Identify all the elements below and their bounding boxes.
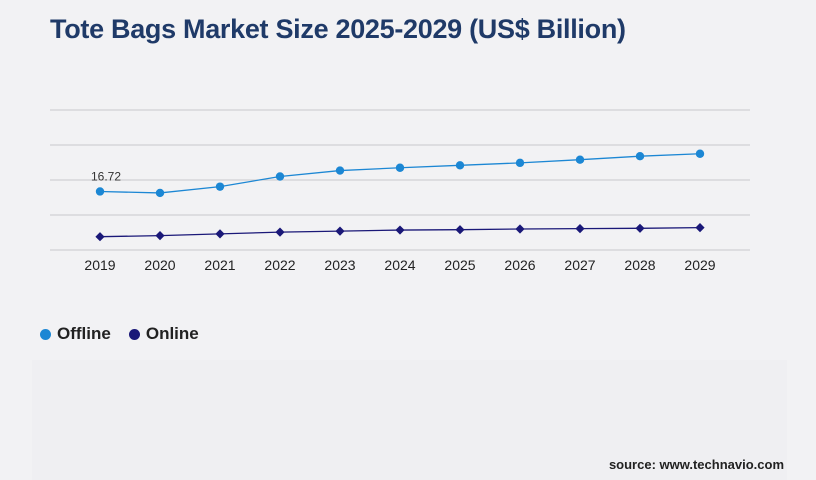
- data-point-offline: [95, 187, 105, 196]
- data-point-offline: [515, 158, 525, 168]
- data-point-offline: [335, 166, 345, 175]
- line-chart: 2019 2020 2021 2022 2023 2024 2025 2026 2027 2028…: [50, 109, 750, 273]
- legend-marker-online: [128, 328, 140, 340]
- series-line-offline: [99, 153, 701, 194]
- data-point-online: [575, 224, 585, 234]
- data-point-offline: [275, 172, 285, 181]
- chart-title: Tote Bags Market Size 2025-2029 (US$ Bil…: [50, 14, 626, 44]
- legend-item-online[interactable]: Online: [128, 324, 199, 344]
- x-tick-label: 2019: [84, 257, 115, 273]
- data-point-offline: [575, 155, 585, 164]
- data-point-offline: [215, 182, 225, 191]
- data-point-online: [95, 232, 105, 242]
- x-tick-label: 2020: [144, 257, 175, 273]
- background-panel: [32, 360, 787, 480]
- data-point-offline: [695, 149, 705, 158]
- data-label: 16.72: [91, 169, 121, 183]
- x-tick-label: 2023: [324, 257, 355, 273]
- legend-label-online: Online: [145, 324, 199, 343]
- source-credit: source: www.technavio.com: [608, 457, 784, 472]
- x-tick-label: 2029: [684, 257, 715, 273]
- data-point-online: [635, 223, 645, 233]
- data-point-offline: [635, 152, 645, 161]
- x-tick-label: 2026: [504, 257, 535, 273]
- legend: Offline Online: [40, 324, 199, 344]
- data-point-online: [455, 225, 465, 235]
- data-point-online: [695, 223, 705, 233]
- data-point-online: [275, 227, 285, 237]
- x-tick-label: 2025: [444, 257, 475, 273]
- data-point-online: [335, 226, 345, 236]
- legend-marker-offline: [40, 328, 51, 340]
- x-tick-label: 2028: [624, 257, 655, 273]
- legend-label-offline: Offline: [57, 324, 111, 343]
- data-point-online: [155, 231, 165, 241]
- data-point-online: [215, 229, 225, 239]
- x-tick-label: 2022: [264, 257, 295, 273]
- data-point-offline: [155, 188, 165, 198]
- x-tick-label: 2024: [384, 257, 415, 273]
- legend-item-offline[interactable]: Offline: [40, 324, 111, 344]
- x-tick-label: 2027: [564, 257, 595, 273]
- x-tick-label: 2021: [204, 257, 235, 273]
- data-point-online: [515, 224, 525, 234]
- data-point-online: [395, 225, 405, 235]
- data-point-offline: [455, 161, 465, 170]
- data-point-offline: [395, 163, 405, 172]
